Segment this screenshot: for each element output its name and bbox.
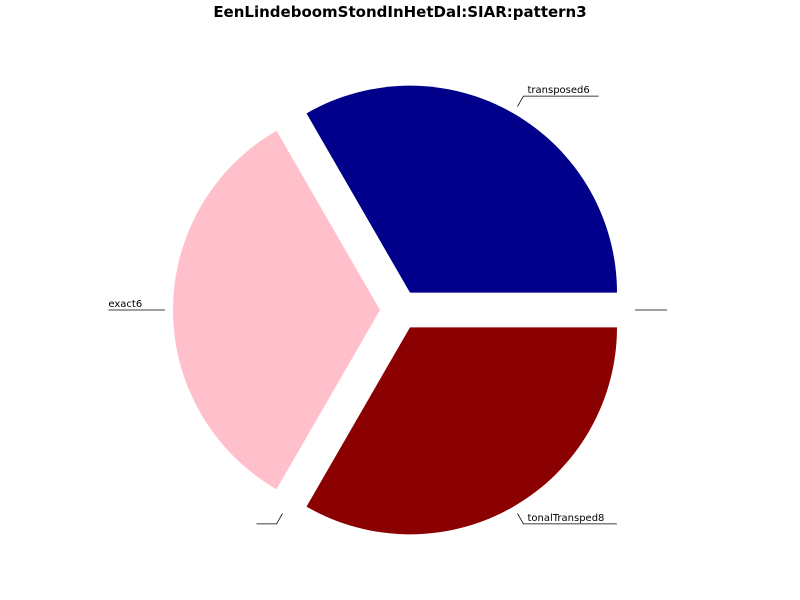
pie-slice-group: tonalTransped8: [306, 327, 617, 535]
chart-title: EenLindeboomStondInHetDal:SIAR:pattern3: [213, 3, 587, 21]
pie-slice-group: exact6: [108, 130, 380, 490]
pie-slice: [306, 85, 617, 293]
pie-slice: [306, 327, 617, 535]
pie-slice: [173, 130, 380, 490]
label-leader-line: [256, 513, 283, 525]
label-leader-line: [517, 513, 617, 525]
label-leader-line: [517, 95, 599, 107]
slice-label: exact6: [108, 299, 142, 310]
slice-label: transposed6: [528, 85, 590, 96]
slice-label: tonalTransped8: [528, 513, 605, 524]
pie-slice-group: [256, 513, 283, 525]
pie-slice-group: transposed6: [306, 85, 617, 293]
